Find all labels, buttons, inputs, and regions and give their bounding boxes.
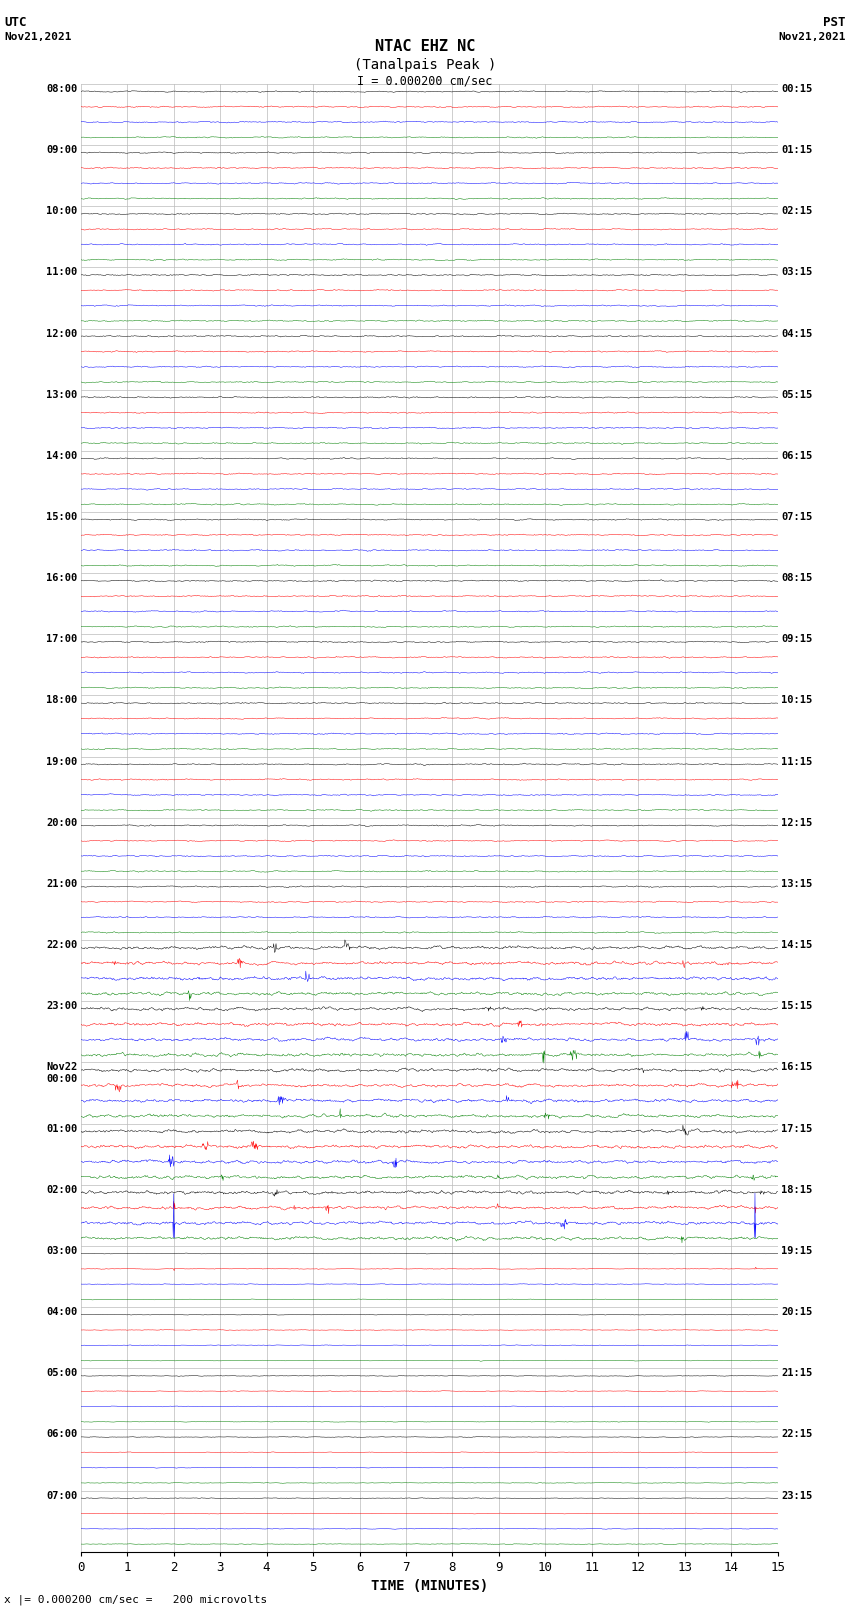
Text: 00:15: 00:15 (781, 84, 813, 94)
Text: 17:15: 17:15 (781, 1124, 813, 1134)
Text: UTC: UTC (4, 16, 26, 29)
Text: 11:00: 11:00 (46, 268, 77, 277)
Text: Nov22
00:00: Nov22 00:00 (46, 1063, 77, 1084)
Text: 15:00: 15:00 (46, 511, 77, 523)
Text: 05:00: 05:00 (46, 1368, 77, 1378)
Text: 12:00: 12:00 (46, 329, 77, 339)
Text: 20:15: 20:15 (781, 1307, 813, 1318)
Text: 15:15: 15:15 (781, 1002, 813, 1011)
Text: 16:00: 16:00 (46, 573, 77, 584)
Text: 19:15: 19:15 (781, 1245, 813, 1257)
Text: 16:15: 16:15 (781, 1063, 813, 1073)
Text: 13:00: 13:00 (46, 390, 77, 400)
Text: 03:15: 03:15 (781, 268, 813, 277)
Text: 23:00: 23:00 (46, 1002, 77, 1011)
Text: I = 0.000200 cm/sec: I = 0.000200 cm/sec (357, 74, 493, 87)
Text: 04:00: 04:00 (46, 1307, 77, 1318)
Text: Nov21,2021: Nov21,2021 (779, 32, 846, 42)
Text: 07:15: 07:15 (781, 511, 813, 523)
Text: 09:15: 09:15 (781, 634, 813, 644)
Text: x |= 0.000200 cm/sec =   200 microvolts: x |= 0.000200 cm/sec = 200 microvolts (4, 1594, 268, 1605)
Text: 20:00: 20:00 (46, 818, 77, 827)
Text: 18:15: 18:15 (781, 1184, 813, 1195)
Text: 17:00: 17:00 (46, 634, 77, 644)
Text: 03:00: 03:00 (46, 1245, 77, 1257)
Text: 01:00: 01:00 (46, 1124, 77, 1134)
Text: 14:15: 14:15 (781, 940, 813, 950)
Text: 04:15: 04:15 (781, 329, 813, 339)
Text: 08:15: 08:15 (781, 573, 813, 584)
Text: 14:00: 14:00 (46, 450, 77, 461)
Text: 23:15: 23:15 (781, 1490, 813, 1500)
Text: (Tanalpais Peak ): (Tanalpais Peak ) (354, 58, 496, 73)
Text: 19:00: 19:00 (46, 756, 77, 766)
Text: 07:00: 07:00 (46, 1490, 77, 1500)
Text: 05:15: 05:15 (781, 390, 813, 400)
Text: 18:00: 18:00 (46, 695, 77, 705)
Text: 21:15: 21:15 (781, 1368, 813, 1378)
Text: 06:00: 06:00 (46, 1429, 77, 1439)
Text: Nov21,2021: Nov21,2021 (4, 32, 71, 42)
Text: 11:15: 11:15 (781, 756, 813, 766)
Text: 02:15: 02:15 (781, 206, 813, 216)
Text: NTAC EHZ NC: NTAC EHZ NC (375, 39, 475, 53)
Text: 10:00: 10:00 (46, 206, 77, 216)
Text: 09:00: 09:00 (46, 145, 77, 155)
Text: 22:15: 22:15 (781, 1429, 813, 1439)
Text: 06:15: 06:15 (781, 450, 813, 461)
Text: 13:15: 13:15 (781, 879, 813, 889)
Text: 21:00: 21:00 (46, 879, 77, 889)
Text: 01:15: 01:15 (781, 145, 813, 155)
Text: 12:15: 12:15 (781, 818, 813, 827)
X-axis label: TIME (MINUTES): TIME (MINUTES) (371, 1579, 488, 1594)
Text: 10:15: 10:15 (781, 695, 813, 705)
Text: 08:00: 08:00 (46, 84, 77, 94)
Text: 02:00: 02:00 (46, 1184, 77, 1195)
Text: 22:00: 22:00 (46, 940, 77, 950)
Text: PST: PST (824, 16, 846, 29)
